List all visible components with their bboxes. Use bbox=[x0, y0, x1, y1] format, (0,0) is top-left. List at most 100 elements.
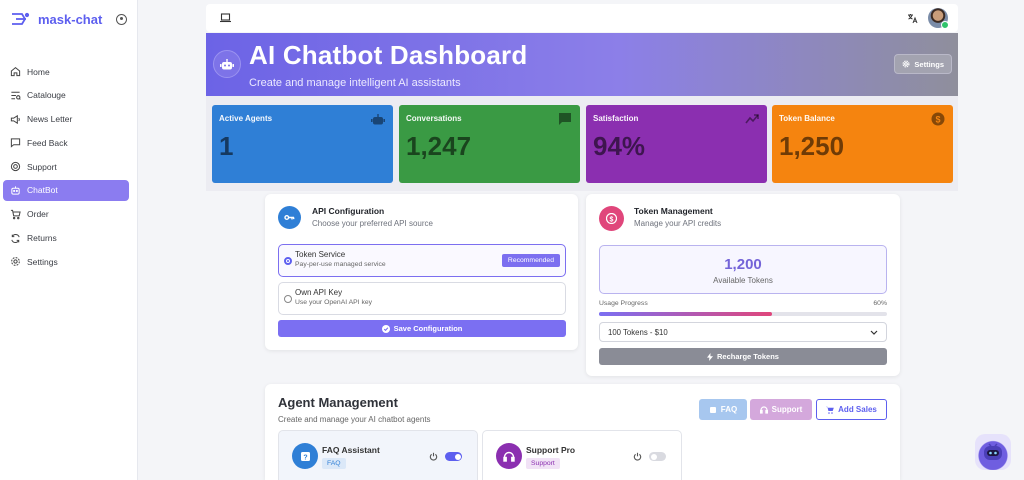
coin-icon: $ bbox=[599, 206, 624, 231]
laptop-icon[interactable] bbox=[220, 13, 231, 23]
agent-type-badge: Support bbox=[526, 458, 560, 469]
bolt-icon bbox=[707, 352, 714, 361]
sidebar-item-label: ChatBot bbox=[27, 185, 58, 196]
sidebar: mask-chat Home Catalouge News Letter Fee… bbox=[0, 0, 138, 480]
stat-card-active-agents: Active Agents 1 bbox=[212, 105, 393, 183]
option-own-api-key[interactable]: Own API Key Use your OpenAI API key bbox=[278, 282, 566, 315]
sidebar-item-catalouge[interactable]: Catalouge bbox=[3, 85, 129, 106]
sidebar-item-label: Returns bbox=[27, 233, 57, 244]
available-tokens-label: Available Tokens bbox=[713, 276, 773, 285]
agent-name: FAQ Assistant bbox=[322, 445, 380, 455]
megaphone-icon bbox=[10, 114, 20, 124]
save-configuration-button[interactable]: Save Configuration bbox=[278, 320, 566, 337]
usage-progress-percent: 60% bbox=[873, 300, 887, 307]
recharge-tokens-button[interactable]: Recharge Tokens bbox=[599, 348, 887, 365]
sidebar-item-support[interactable]: Support bbox=[3, 156, 129, 177]
power-icon[interactable] bbox=[633, 452, 642, 461]
catalog-icon bbox=[11, 91, 21, 100]
agent-management-card: Agent Management Create and manage your … bbox=[265, 384, 900, 480]
card-title: Token Management bbox=[634, 206, 713, 216]
card-title: API Configuration bbox=[312, 206, 385, 216]
usage-progress-bar bbox=[599, 312, 887, 316]
agent-card-support-pro[interactable]: Support Pro Support bbox=[482, 430, 682, 480]
radio-token-service[interactable] bbox=[284, 257, 292, 265]
sidebar-toggle-icon[interactable] bbox=[116, 13, 127, 25]
headset-icon bbox=[496, 443, 522, 469]
gear-icon bbox=[11, 257, 20, 267]
sidebar-item-label: Support bbox=[27, 161, 57, 172]
recharge-tokens-label: Recharge Tokens bbox=[717, 352, 779, 361]
power-icon[interactable] bbox=[429, 452, 438, 461]
agent-card-faq-assistant[interactable]: ? FAQ Assistant FAQ bbox=[278, 430, 478, 480]
support-icon bbox=[10, 162, 21, 172]
sidebar-item-label: Feed Back bbox=[27, 137, 68, 148]
topbar bbox=[206, 4, 958, 32]
svg-text:?: ? bbox=[303, 454, 307, 461]
agent-name: Support Pro bbox=[526, 445, 576, 455]
robot-icon bbox=[371, 114, 385, 125]
add-support-button[interactable]: Support bbox=[750, 399, 812, 420]
faq-icon: ? bbox=[292, 443, 318, 469]
option-description: Pay-per-use managed service bbox=[295, 261, 386, 268]
recommended-badge: Recommended bbox=[501, 254, 560, 267]
agent-type-badge: FAQ bbox=[322, 458, 346, 469]
agent-enabled-toggle[interactable] bbox=[649, 452, 666, 461]
sidebar-item-order[interactable]: Order bbox=[3, 204, 129, 225]
avatar[interactable] bbox=[928, 8, 949, 29]
card-subtitle: Manage your API credits bbox=[634, 219, 722, 228]
sidebar-item-returns[interactable]: Returns bbox=[3, 228, 129, 249]
svg-text:$: $ bbox=[610, 216, 614, 223]
sidebar-item-label: Home bbox=[27, 66, 50, 77]
gear-icon bbox=[902, 60, 910, 68]
section-title: Agent Management bbox=[278, 395, 398, 410]
add-faq-label: FAQ bbox=[720, 405, 738, 414]
available-tokens-value: 1,200 bbox=[724, 256, 762, 273]
topbar-actions bbox=[907, 8, 949, 29]
sidebar-item-home[interactable]: Home bbox=[3, 61, 129, 82]
add-sales-button[interactable]: Add Sales bbox=[816, 399, 887, 420]
stat-card-satisfaction: Satisfaction 94% bbox=[586, 105, 767, 183]
available-tokens-box: 1,200 Available Tokens bbox=[599, 245, 887, 294]
token-package-value: 100 Tokens - $10 bbox=[608, 327, 668, 337]
stat-label: Conversations bbox=[406, 114, 462, 123]
card-header: $ Token Management Manage your API credi… bbox=[599, 206, 721, 231]
returns-icon bbox=[11, 233, 20, 243]
radio-own-api-key[interactable] bbox=[284, 295, 292, 303]
settings-button-label: Settings bbox=[914, 59, 944, 69]
key-icon bbox=[278, 206, 301, 229]
option-token-service[interactable]: Token Service Pay-per-use managed servic… bbox=[278, 244, 566, 277]
dollar-icon: $ bbox=[931, 112, 945, 126]
card-header: API Configuration Choose your preferred … bbox=[278, 206, 433, 229]
sidebar-nav: Home Catalouge News Letter Feed Back Sup… bbox=[0, 61, 137, 272]
home-icon bbox=[10, 66, 21, 77]
trend-icon bbox=[745, 114, 759, 124]
stat-value: 1,247 bbox=[406, 131, 472, 161]
sidebar-item-chatbot[interactable]: ChatBot bbox=[3, 179, 129, 201]
sidebar-item-settings[interactable]: Settings bbox=[3, 251, 129, 272]
robot-icon bbox=[984, 443, 1002, 460]
usage-progress-fill bbox=[599, 312, 772, 316]
translate-icon[interactable] bbox=[907, 13, 918, 24]
stats-row: Active Agents 1 Conversations 1,247 Sati… bbox=[206, 96, 958, 191]
chatbot-launcher-button[interactable] bbox=[975, 434, 1011, 470]
usage-progress-label: Usage Progress bbox=[599, 300, 648, 307]
brand[interactable]: mask-chat bbox=[0, 1, 137, 37]
save-configuration-label: Save Configuration bbox=[393, 324, 463, 333]
cart-icon bbox=[10, 209, 21, 220]
token-package-select[interactable]: 100 Tokens - $10 bbox=[599, 322, 887, 342]
page-header: AI Chatbot Dashboard Create and manage i… bbox=[206, 33, 958, 96]
svg-text:$: $ bbox=[935, 115, 940, 125]
settings-button[interactable]: Settings bbox=[894, 54, 952, 74]
page-title: AI Chatbot Dashboard bbox=[249, 40, 528, 70]
message-icon bbox=[559, 113, 571, 125]
sidebar-item-news-letter[interactable]: News Letter bbox=[3, 109, 129, 130]
chat-icon bbox=[10, 138, 21, 149]
agent-enabled-toggle[interactable] bbox=[445, 452, 462, 461]
option-title: Token Service bbox=[295, 250, 346, 259]
stat-card-conversations: Conversations 1,247 bbox=[399, 105, 580, 183]
stat-label: Active Agents bbox=[219, 114, 273, 123]
add-support-label: Support bbox=[771, 405, 803, 414]
sidebar-item-feed-back[interactable]: Feed Back bbox=[3, 132, 129, 153]
brand-name: mask-chat bbox=[38, 11, 103, 27]
add-faq-button[interactable]: FAQ bbox=[699, 399, 747, 420]
